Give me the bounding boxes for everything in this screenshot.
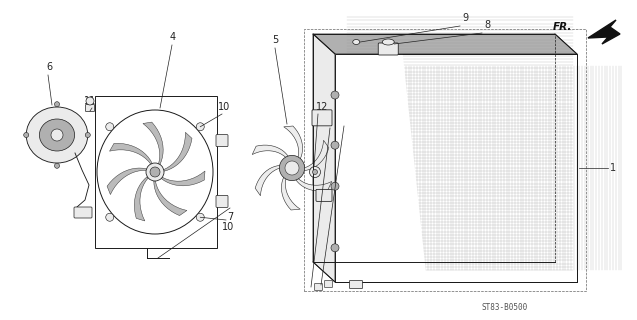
- Text: 6: 6: [46, 62, 52, 72]
- FancyBboxPatch shape: [315, 284, 322, 291]
- Circle shape: [280, 156, 304, 180]
- Text: 1: 1: [610, 163, 616, 173]
- Circle shape: [331, 244, 339, 252]
- Bar: [95, 96, 217, 248]
- Polygon shape: [107, 168, 147, 195]
- Circle shape: [310, 166, 320, 178]
- Text: 12: 12: [316, 102, 329, 112]
- Ellipse shape: [353, 39, 360, 44]
- Text: 10: 10: [222, 222, 234, 232]
- Circle shape: [55, 102, 59, 107]
- Polygon shape: [335, 54, 427, 282]
- FancyBboxPatch shape: [378, 43, 398, 55]
- FancyBboxPatch shape: [324, 281, 333, 287]
- Circle shape: [331, 141, 339, 149]
- FancyBboxPatch shape: [85, 105, 94, 111]
- Ellipse shape: [26, 107, 88, 163]
- Circle shape: [331, 91, 339, 99]
- Text: 10: 10: [218, 102, 230, 112]
- Ellipse shape: [382, 39, 394, 45]
- Circle shape: [196, 123, 204, 131]
- Circle shape: [285, 161, 299, 175]
- Circle shape: [24, 132, 29, 138]
- Circle shape: [85, 132, 90, 138]
- Circle shape: [146, 163, 164, 181]
- Text: 8: 8: [484, 20, 490, 30]
- Text: 11: 11: [84, 96, 96, 106]
- Circle shape: [106, 123, 114, 131]
- Circle shape: [313, 170, 317, 174]
- Text: ST83-B0500: ST83-B0500: [482, 303, 528, 313]
- Polygon shape: [255, 165, 286, 196]
- Polygon shape: [313, 34, 335, 282]
- FancyBboxPatch shape: [216, 135, 228, 147]
- Circle shape: [51, 129, 63, 141]
- FancyBboxPatch shape: [316, 189, 332, 201]
- Polygon shape: [143, 122, 163, 164]
- Polygon shape: [161, 171, 205, 186]
- Text: 3: 3: [338, 114, 344, 124]
- Bar: [304, 28, 586, 291]
- FancyBboxPatch shape: [312, 110, 332, 126]
- Text: FR.: FR.: [553, 22, 572, 32]
- FancyBboxPatch shape: [350, 281, 362, 289]
- Polygon shape: [588, 20, 620, 44]
- Text: 4: 4: [170, 32, 176, 42]
- Circle shape: [86, 97, 94, 105]
- Text: 9: 9: [462, 13, 468, 23]
- Text: 7: 7: [227, 212, 233, 222]
- Polygon shape: [282, 172, 300, 210]
- Polygon shape: [283, 126, 303, 164]
- Circle shape: [331, 182, 339, 190]
- Circle shape: [196, 213, 204, 221]
- Circle shape: [55, 163, 59, 168]
- Polygon shape: [252, 145, 291, 162]
- Polygon shape: [134, 177, 148, 221]
- Text: 2: 2: [322, 116, 328, 126]
- Ellipse shape: [39, 119, 75, 151]
- Polygon shape: [335, 54, 577, 282]
- Polygon shape: [164, 132, 192, 171]
- Text: 5: 5: [272, 35, 278, 45]
- Circle shape: [106, 213, 114, 221]
- Circle shape: [150, 167, 160, 177]
- Polygon shape: [293, 174, 332, 191]
- FancyBboxPatch shape: [216, 196, 228, 207]
- FancyBboxPatch shape: [74, 207, 92, 218]
- Polygon shape: [313, 34, 577, 54]
- Polygon shape: [110, 143, 152, 164]
- Polygon shape: [154, 181, 187, 216]
- Polygon shape: [298, 140, 329, 171]
